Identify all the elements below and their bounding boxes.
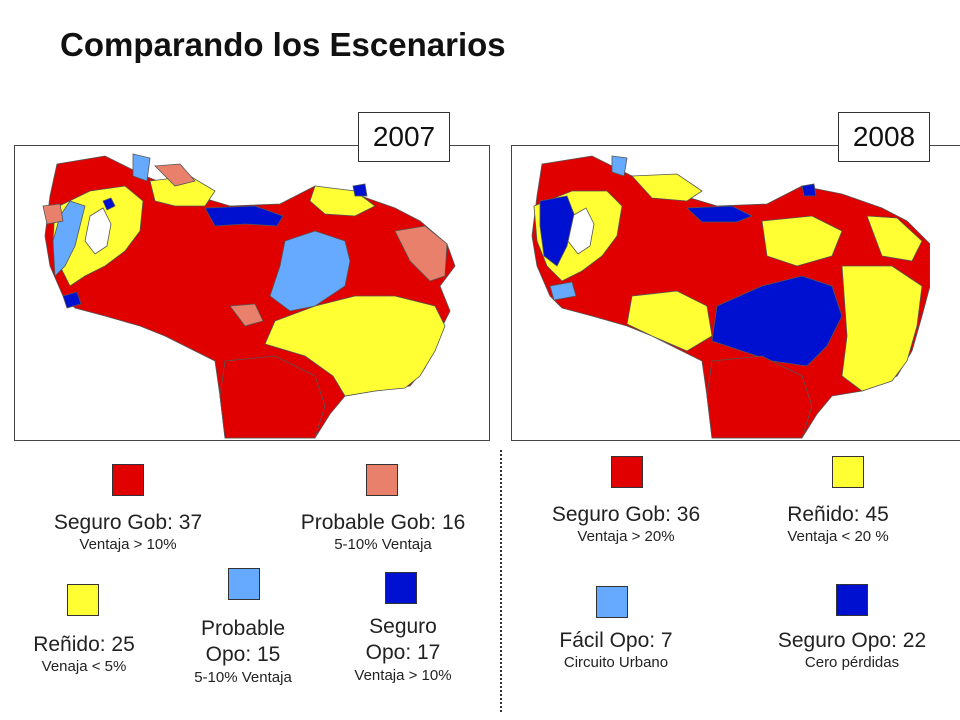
legend-label: Probable Gob: 16 (300, 511, 466, 534)
legend-swatch-facil-opo-2008 (596, 586, 628, 618)
region-renido-sureste (264, 295, 446, 397)
legend-label: Reñido: 45 (787, 503, 889, 526)
region-probable-opo-llanos (269, 230, 351, 312)
legend-note: Ventaja > 20% (577, 528, 675, 546)
legend-item-probable-gob-2007: Probable Gob: 16 5-10% Ventaja (301, 510, 466, 555)
legend-item-probable-opo-2007: Probable Opo: 15 5-10% Ventaja (194, 616, 292, 687)
region-seguro-opo-zulia (539, 195, 575, 267)
legend-note: Circuito Urbano (563, 654, 669, 672)
region-probable-gob-este (394, 225, 448, 282)
legend-label-line1: Probable (200, 617, 286, 640)
map-2007 (42, 153, 456, 439)
region-renido-noreste (866, 215, 923, 262)
region-seguro-opo-zulia (102, 197, 116, 211)
region-renido-este (841, 265, 923, 392)
legend-item-renido-2008: Reñido: 45 Ventaja < 20 % (787, 502, 889, 547)
legend-note: 5-10% Ventaja (334, 536, 432, 554)
region-facil-opo-falcon (611, 155, 628, 177)
year-2007-label: 2007 (358, 112, 450, 162)
region-seguro-gob-amazonas (219, 355, 326, 439)
legend-label-line2: Opo: 15 (205, 643, 281, 667)
region-probable-opo-norte (132, 153, 151, 182)
section-divider (500, 450, 502, 712)
legend-label: Seguro Opo: 22 (777, 629, 927, 652)
legend-note: Cero pérdidas (804, 654, 900, 672)
legend-note: 5-10% Ventaja (194, 668, 292, 686)
region-probable-gob-sur (229, 303, 264, 327)
legend-label: Fácil Opo: 7 (559, 629, 673, 652)
legend-swatch-seguro-opo-2008 (836, 584, 868, 616)
region-seguro-opo-caracas (204, 205, 284, 227)
year-2008-label: 2008 (838, 112, 930, 162)
region-seguro-opo-nueva-esparta (801, 183, 817, 197)
region-seguro-opo-caracas (686, 205, 753, 223)
legend-item-renido-2007: Reñido: 25 Venaja < 5% (33, 632, 135, 677)
legend-label: Reñido: 25 (33, 633, 135, 656)
page-title: Comparando los Escenarios (60, 26, 506, 63)
legend-note: Ventaja < 20 % (787, 528, 889, 546)
legend-swatch-renido-2008 (832, 456, 864, 488)
region-renido-centro (761, 215, 843, 267)
legend-item-seguro-opo-2007: Seguro Opo: 17 Ventaja > 10% (354, 614, 451, 685)
region-seguro-opo-tachira (62, 291, 82, 309)
map-2007-panel (14, 145, 490, 441)
region-seguro-opo-nueva-esparta (352, 183, 368, 197)
legend-label: Seguro Gob: 37 (53, 511, 203, 534)
region-probable-gob-norte (154, 163, 196, 187)
region-renido-norte (631, 173, 703, 202)
region-probable-gob-oeste (42, 203, 64, 225)
legend-swatch-seguro-opo-2007 (385, 572, 417, 604)
map-2008-panel (511, 145, 960, 441)
legend-item-seguro-opo-2008: Seguro Opo: 22 Cero pérdidas (778, 628, 926, 673)
legend-swatch-probable-opo-2007 (228, 568, 260, 600)
legend-label: Seguro Gob: 36 (551, 503, 701, 526)
region-seguro-opo-bolivar (711, 275, 843, 367)
legend-note: Venaja < 5% (41, 658, 127, 676)
legend-swatch-probable-gob-2007 (366, 464, 398, 496)
legend-item-seguro-gob-2008: Seguro Gob: 36 Ventaja > 20% (552, 502, 700, 547)
map-2008 (531, 155, 930, 439)
legend-item-facil-opo-2008: Fácil Opo: 7 Circuito Urbano (559, 628, 672, 673)
legend-label-line2: Opo: 17 (365, 641, 441, 665)
legend-note: Ventaja > 10% (79, 536, 177, 554)
legend-item-seguro-gob-2007: Seguro Gob: 37 Ventaja > 10% (54, 510, 202, 555)
legend-note: Ventaja > 10% (354, 666, 452, 684)
legend-swatch-seguro-gob-2007 (112, 464, 144, 496)
lake (84, 207, 112, 255)
region-seguro-gob-amazonas (706, 355, 813, 439)
region-renido-llanos (626, 290, 713, 352)
region-facil-opo-merida (549, 281, 577, 301)
legend-swatch-renido-2007 (67, 584, 99, 616)
legend-label-line1: Seguro (369, 615, 437, 638)
legend-swatch-seguro-gob-2008 (611, 456, 643, 488)
